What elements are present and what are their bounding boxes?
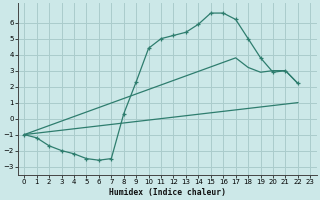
X-axis label: Humidex (Indice chaleur): Humidex (Indice chaleur) xyxy=(109,188,226,197)
